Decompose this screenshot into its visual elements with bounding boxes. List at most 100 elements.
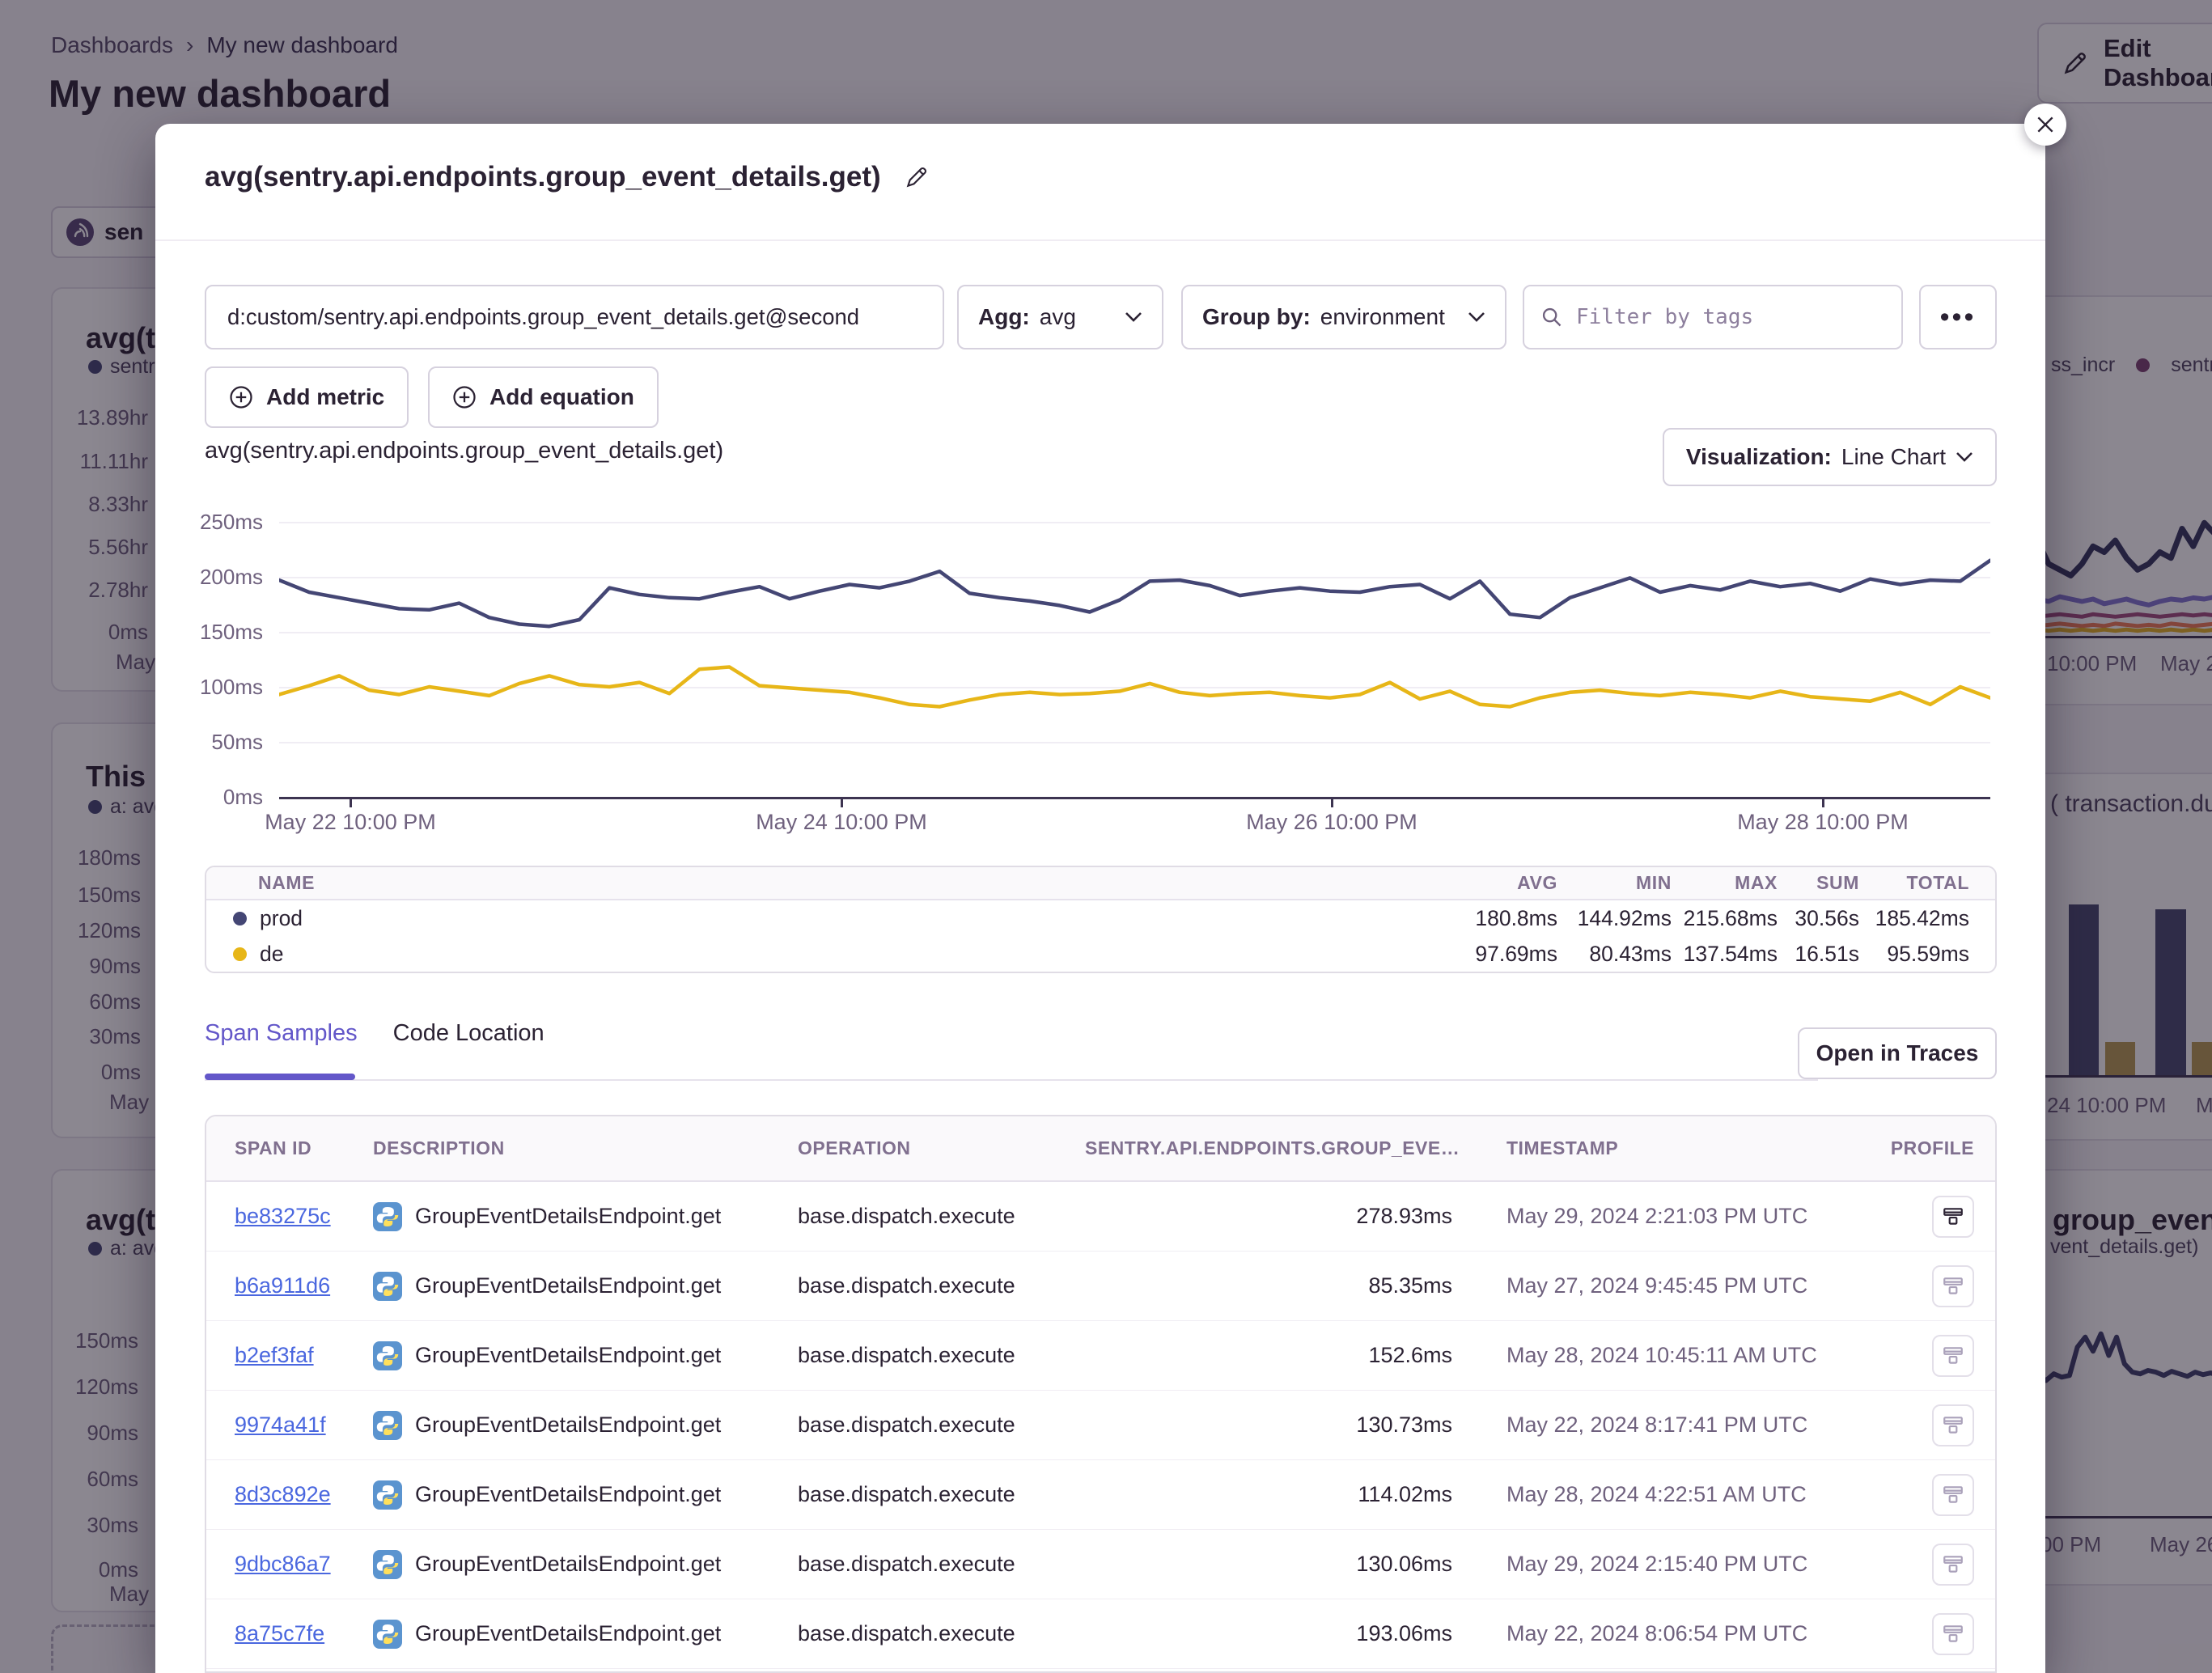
- x-tick: May 22 10:00 PM: [265, 810, 436, 834]
- python-icon: [373, 1410, 402, 1440]
- span-operation: base.dispatch.execute: [798, 1204, 1015, 1228]
- profile-button[interactable]: [1932, 1195, 1974, 1238]
- y-tick: 200ms: [199, 565, 263, 589]
- open-in-traces-button[interactable]: Open in Traces: [1798, 1027, 1997, 1079]
- span-operation: base.dispatch.execute: [798, 1413, 1015, 1437]
- span-duration: 152.6ms: [1368, 1343, 1452, 1367]
- group-by-value: environment: [1320, 304, 1445, 329]
- header-timestamp: TIMESTAMP: [1506, 1137, 1619, 1158]
- profile-button[interactable]: [1932, 1264, 1974, 1307]
- x-tick-mark: [1331, 797, 1333, 807]
- table-row[interactable]: b2ef3faf GroupEventDetailsEndpoint.get b…: [206, 1321, 1995, 1391]
- span-operation: base.dispatch.execute: [798, 1621, 1015, 1645]
- close-icon: [2035, 114, 2056, 135]
- span-id-link[interactable]: be83275c: [235, 1204, 331, 1228]
- table-row[interactable]: 9974a41f GroupEventDetailsEndpoint.get b…: [206, 1391, 1995, 1460]
- summary-header-max: MAX: [1735, 872, 1778, 893]
- header-operation: OPERATION: [798, 1137, 911, 1158]
- gridline: [279, 742, 1990, 743]
- add-metric-button[interactable]: Add metric: [205, 366, 409, 428]
- x-tick-mark: [1822, 797, 1824, 807]
- aggregate-value: avg: [1039, 304, 1076, 329]
- table-row[interactable]: 8a75c7fe GroupEventDetailsEndpoint.get b…: [206, 1599, 1995, 1669]
- visualization-select[interactable]: Visualization: Line Chart: [1663, 428, 1997, 486]
- span-duration: 278.93ms: [1356, 1204, 1452, 1228]
- python-icon: [373, 1619, 402, 1649]
- gridline: [279, 632, 1990, 633]
- chevron-down-icon: [1125, 311, 1142, 323]
- span-duration: 85.35ms: [1368, 1273, 1452, 1298]
- span-description: GroupEventDetailsEndpoint.get: [415, 1413, 722, 1437]
- chevron-down-icon: [1956, 451, 1973, 463]
- summary-row-de[interactable]: de 97.69ms 80.43ms 137.54ms 16.51s 95.59…: [206, 936, 1995, 972]
- more-options-button[interactable]: •••: [1919, 285, 1997, 349]
- header-description: DESCRIPTION: [373, 1137, 505, 1158]
- tab-span-samples[interactable]: Span Samples: [205, 1020, 358, 1046]
- profile-button[interactable]: [1932, 1543, 1974, 1586]
- x-tick-mark: [350, 797, 352, 807]
- tag-filter-input[interactable]: [1574, 304, 1885, 330]
- table-row[interactable]: be83275c GroupEventDetailsEndpoint.get b…: [206, 1182, 1995, 1252]
- profile-button[interactable]: [1932, 1404, 1974, 1446]
- x-tick-mark: [841, 797, 843, 807]
- profile-button[interactable]: [1932, 1334, 1974, 1377]
- group-by-select[interactable]: Group by: environment: [1181, 285, 1506, 349]
- summary-row-prod[interactable]: prod 180.8ms 144.92ms 215.68ms 30.56s 18…: [206, 900, 1995, 936]
- x-axis: [279, 797, 1990, 799]
- visualization-value: Line Chart: [1841, 444, 1947, 469]
- table-row[interactable]: 8d3c892e GroupEventDetailsEndpoint.get b…: [206, 1460, 1995, 1530]
- gridline: [279, 577, 1990, 578]
- span-id-link[interactable]: b2ef3faf: [235, 1343, 314, 1367]
- summary-header-total: TOTAL: [1906, 872, 1969, 893]
- profile-button[interactable]: [1932, 1473, 1974, 1516]
- visualization-label: Visualization:: [1685, 444, 1832, 469]
- rename-pencil-icon[interactable]: [904, 164, 930, 190]
- x-tick: May 28 10:00 PM: [1737, 810, 1909, 834]
- samples-header-row: SPAN ID DESCRIPTION OPERATION SENTRY.API…: [206, 1116, 1995, 1182]
- y-tick: 100ms: [199, 675, 263, 699]
- aggregate-select[interactable]: Agg: avg: [957, 285, 1163, 349]
- add-metric-label: Add metric: [266, 384, 385, 409]
- tabs-baseline: [205, 1079, 1818, 1081]
- add-equation-button[interactable]: Add equation: [428, 366, 659, 428]
- span-description: GroupEventDetailsEndpoint.get: [415, 1482, 722, 1506]
- span-timestamp: May 27, 2024 9:45:45 PM UTC: [1506, 1273, 1808, 1298]
- detail-tabs: Span Samples Code Location: [205, 1020, 545, 1047]
- python-icon: [373, 1201, 402, 1231]
- close-button[interactable]: [2024, 104, 2066, 146]
- table-row[interactable]: b6a911d6 GroupEventDetailsEndpoint.get b…: [206, 1252, 1995, 1321]
- x-tick: May 24 10:00 PM: [756, 810, 927, 834]
- span-duration: 130.73ms: [1356, 1413, 1452, 1437]
- span-timestamp: May 22, 2024 8:06:54 PM UTC: [1506, 1621, 1808, 1645]
- group-by-label: Group by:: [1202, 304, 1311, 329]
- span-duration: 114.02ms: [1358, 1482, 1452, 1506]
- summary-header-row: NAME AVG MIN MAX SUM TOTAL: [206, 867, 1995, 900]
- chevron-down-icon: [1468, 311, 1485, 323]
- series-total: 95.59ms: [1887, 941, 1969, 966]
- span-operation: base.dispatch.execute: [798, 1552, 1015, 1576]
- series-min: 144.92ms: [1577, 905, 1672, 930]
- span-id-link[interactable]: b6a911d6: [235, 1273, 331, 1298]
- span-description: GroupEventDetailsEndpoint.get: [415, 1204, 722, 1228]
- series-sum: 30.56s: [1795, 905, 1859, 930]
- profile-button[interactable]: [1932, 1612, 1974, 1655]
- y-tick: 50ms: [211, 730, 263, 754]
- span-timestamp: May 28, 2024 10:45:11 AM UTC: [1506, 1343, 1817, 1367]
- span-description: GroupEventDetailsEndpoint.get: [415, 1552, 722, 1576]
- tab-code-location[interactable]: Code Location: [392, 1020, 545, 1046]
- span-id-link[interactable]: 8a75c7fe: [235, 1621, 325, 1645]
- table-row[interactable]: 9dbc86a7 GroupEventDetailsEndpoint.get b…: [206, 1530, 1995, 1599]
- header-span-id: SPAN ID: [235, 1137, 312, 1158]
- span-id-link[interactable]: 9dbc86a7: [235, 1552, 331, 1576]
- span-id-link[interactable]: 9974a41f: [235, 1413, 326, 1437]
- add-equation-label: Add equation: [489, 384, 634, 409]
- python-icon: [373, 1271, 402, 1301]
- span-duration: 193.06ms: [1356, 1621, 1452, 1645]
- span-description: GroupEventDetailsEndpoint.get: [415, 1343, 722, 1367]
- span-operation: base.dispatch.execute: [798, 1482, 1015, 1506]
- modal-title: avg(sentry.api.endpoints.group_event_det…: [205, 161, 881, 193]
- span-id-link[interactable]: 8d3c892e: [235, 1482, 331, 1506]
- metric-query-input[interactable]: [205, 285, 944, 349]
- y-tick: 250ms: [199, 510, 263, 534]
